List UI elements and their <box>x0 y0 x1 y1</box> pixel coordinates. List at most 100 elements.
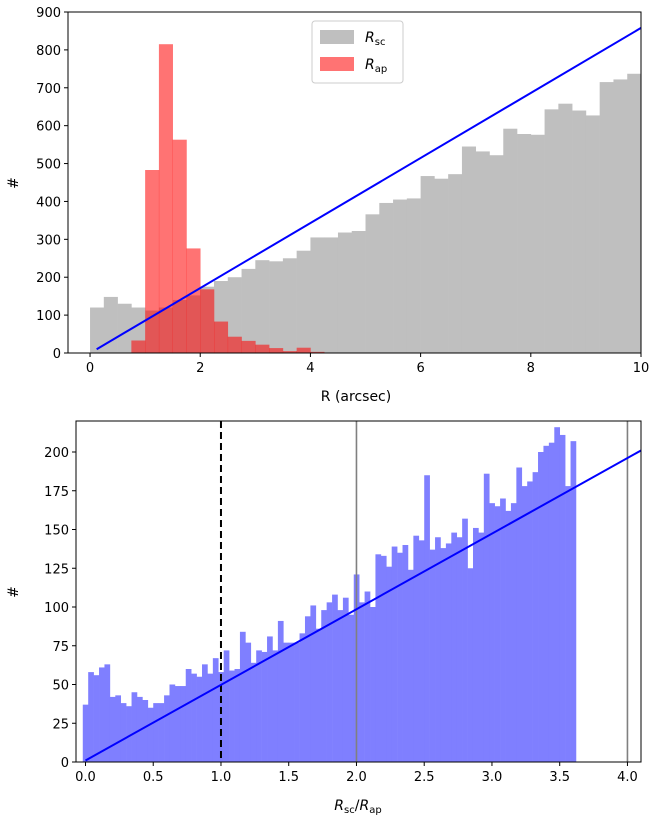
top-bar-1-4 <box>186 248 201 353</box>
top-ytick-label: 100 <box>36 309 61 324</box>
top-xtick-label: 4 <box>306 361 314 376</box>
bottom-bar-0-62 <box>418 540 425 762</box>
top-bar-0-33 <box>544 109 559 354</box>
top-bar-0-18 <box>337 232 353 353</box>
bottom-ytick-label: 150 <box>44 524 69 539</box>
top-bar-1-2 <box>158 44 173 354</box>
top-bar-0-35 <box>572 110 587 353</box>
top-bar-0-27 <box>461 146 477 353</box>
ratio-bars <box>82 427 577 762</box>
top-bar-1-6 <box>214 321 229 353</box>
bottom-bar-0-73 <box>478 532 485 762</box>
top-bar-0-29 <box>489 155 504 353</box>
top-bar-0-11 <box>241 268 256 353</box>
legend-swatch-rsc <box>320 30 354 44</box>
bottom-bar-0-20 <box>191 673 197 762</box>
bottom-bar-0-45 <box>326 602 333 762</box>
bottom-bar-0-74 <box>483 473 490 762</box>
bottom-bar-0-2 <box>93 675 100 762</box>
bottom-bar-0-42 <box>310 605 317 762</box>
bottom-bar-0-63 <box>424 475 430 762</box>
bottom-bar-0-37 <box>283 642 290 762</box>
top-y-ticks: 0 100 200 300 400 500 600 700 800 900 <box>36 6 68 362</box>
bottom-bar-0-78 <box>505 510 512 762</box>
bottom-bar-0-32 <box>256 650 262 762</box>
top-xtick-label: 6 <box>416 361 424 376</box>
top-bar-0-31 <box>517 134 532 353</box>
top-ytick-label: 200 <box>36 271 61 286</box>
bottom-bar-0-67 <box>445 543 452 762</box>
top-bar-1-12 <box>296 347 311 353</box>
top-y-axis-label: # <box>6 177 22 189</box>
top-bar-0-25 <box>434 178 449 353</box>
rsc-fit-line <box>96 27 642 351</box>
bottom-ytick-label: 25 <box>52 717 69 732</box>
bottom-bar-0-83 <box>532 472 539 762</box>
bottom-histogram-panel: 0.0 0.5 1.0 1.5 2.0 2.5 3.0 3.5 4.0 0 25 50 75 100 12… <box>6 420 642 816</box>
bottom-y-axis-label: # <box>6 586 22 598</box>
bottom-xtick-label: 1.0 <box>211 770 232 785</box>
bottom-bar-0-7 <box>120 703 127 762</box>
top-bar-1-11 <box>282 351 297 353</box>
bottom-bar-0-82 <box>527 481 533 762</box>
bottom-ytick-label: 100 <box>44 601 69 616</box>
bottom-bar-0-49 <box>348 614 355 762</box>
rap-bars <box>131 44 325 354</box>
bottom-bar-0-4 <box>104 664 111 762</box>
bottom-bar-0-71 <box>467 568 474 762</box>
bottom-xtick-label: 4.0 <box>617 770 638 785</box>
top-bar-0-37 <box>599 82 614 353</box>
top-bar-1-5 <box>200 289 215 353</box>
ratio-fit-line <box>84 449 642 762</box>
bottom-bar-0-14 <box>158 703 165 762</box>
bottom-bar-0-48 <box>342 597 349 762</box>
top-bar-0-2 <box>117 303 132 353</box>
top-bar-0-20 <box>365 214 380 353</box>
bottom-bar-0-61 <box>413 535 420 762</box>
top-bar-1-13 <box>310 351 325 353</box>
bottom-ytick-label: 50 <box>52 679 69 694</box>
top-bar-0-39 <box>627 73 642 353</box>
bottom-xtick-label: 1.5 <box>278 770 299 785</box>
bottom-bar-0-43 <box>315 628 322 762</box>
bottom-bar-0-52 <box>364 591 371 762</box>
top-ytick-label: 300 <box>36 233 61 248</box>
top-bar-0-36 <box>585 115 600 353</box>
bottom-bar-0-84 <box>538 452 544 762</box>
bottom-bar-0-33 <box>261 651 268 762</box>
bottom-bar-0-34 <box>267 636 273 762</box>
bottom-bar-0-79 <box>510 503 517 762</box>
top-xtick-label: 0 <box>86 361 94 376</box>
bottom-bar-0-87 <box>554 427 561 762</box>
bottom-bar-0-51 <box>359 602 365 762</box>
top-ytick-label: 900 <box>36 6 61 21</box>
top-bar-0-38 <box>613 79 628 353</box>
bottom-bar-0-41 <box>304 616 311 762</box>
top-bar-1-1 <box>145 170 160 353</box>
bottom-bar-0-76 <box>494 506 501 762</box>
bottom-bar-0-68 <box>451 532 458 762</box>
bottom-bar-0-85 <box>543 445 550 762</box>
top-bar-1-7 <box>227 336 242 353</box>
bottom-bar-0-57 <box>391 546 398 762</box>
bottom-bar-0-40 <box>299 633 306 762</box>
bottom-bar-0-70 <box>462 518 468 762</box>
bottom-bar-0-9 <box>131 692 138 762</box>
top-bar-0-21 <box>379 202 394 353</box>
bottom-bar-0-19 <box>185 669 192 762</box>
top-bar-1-3 <box>172 139 187 353</box>
bottom-bar-0-16 <box>169 684 176 762</box>
bottom-bar-0-29 <box>239 631 246 762</box>
top-ytick-label: 700 <box>36 82 61 97</box>
top-bar-0-22 <box>393 199 408 353</box>
top-bar-1-10 <box>269 348 284 353</box>
top-bar-0-30 <box>503 128 518 353</box>
bottom-bar-0-13 <box>153 703 159 762</box>
bottom-bar-0-18 <box>180 686 187 762</box>
bottom-bar-0-27 <box>229 670 235 762</box>
bottom-bar-0-15 <box>164 695 170 762</box>
top-xtick-label: 10 <box>633 361 650 376</box>
bottom-bar-0-89 <box>565 486 571 762</box>
top-bar-0-14 <box>282 258 297 353</box>
